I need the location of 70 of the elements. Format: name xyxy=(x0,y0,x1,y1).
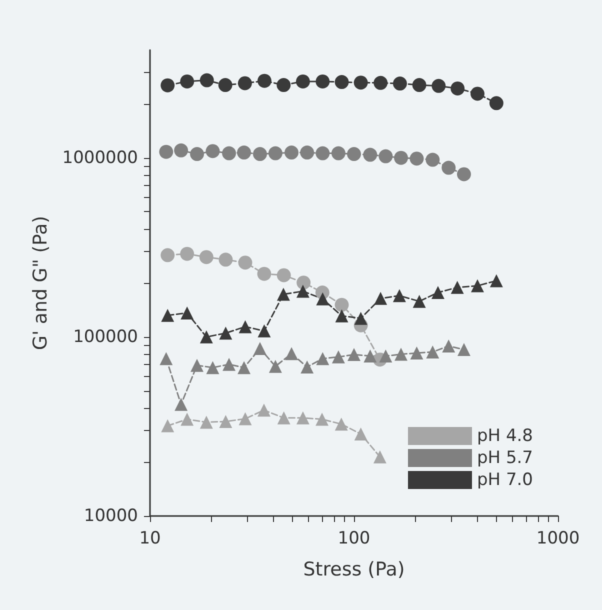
point xyxy=(219,326,232,340)
point xyxy=(431,286,444,299)
point xyxy=(470,86,484,101)
point xyxy=(296,284,310,298)
point xyxy=(334,75,349,90)
point xyxy=(161,419,174,432)
point xyxy=(161,308,174,322)
y-tick-label: 100000 xyxy=(73,326,138,347)
point xyxy=(200,330,213,344)
point xyxy=(200,73,214,88)
point xyxy=(374,292,388,305)
point xyxy=(160,248,175,262)
point xyxy=(432,78,446,93)
point xyxy=(490,274,503,288)
point xyxy=(257,266,272,281)
point xyxy=(373,450,386,464)
point xyxy=(180,412,194,426)
point xyxy=(238,320,252,334)
point xyxy=(258,324,271,338)
point xyxy=(238,76,252,90)
point xyxy=(374,76,388,90)
legend-label: pH 4.8 xyxy=(476,426,533,446)
y-axis-title: G' and G" (Pa) xyxy=(30,216,52,350)
point xyxy=(334,418,348,431)
point xyxy=(180,246,194,261)
point xyxy=(450,81,465,96)
x-tick-label: 100 xyxy=(338,528,370,548)
point xyxy=(276,288,290,301)
point xyxy=(257,404,270,417)
legend-label: pH 5.7 xyxy=(476,448,533,468)
x-axis-title: Stress (Pa) xyxy=(303,558,405,580)
point xyxy=(316,292,330,306)
point xyxy=(412,78,426,92)
legend-label: pH 7.0 xyxy=(476,470,533,490)
point xyxy=(160,352,173,366)
point xyxy=(334,298,349,312)
point xyxy=(257,74,272,88)
point xyxy=(489,96,504,110)
point xyxy=(199,250,214,264)
x-tick-label: 1000 xyxy=(536,528,580,548)
y-tick-label: 10000 xyxy=(84,506,138,526)
point xyxy=(354,312,368,325)
point xyxy=(238,412,252,426)
point xyxy=(159,144,174,159)
point xyxy=(316,74,330,88)
point xyxy=(354,76,368,90)
point xyxy=(392,76,407,90)
point xyxy=(450,280,464,294)
point xyxy=(276,268,291,282)
point xyxy=(200,416,213,429)
point xyxy=(238,256,252,270)
point xyxy=(219,415,232,428)
point xyxy=(218,78,232,92)
point xyxy=(412,294,426,308)
point xyxy=(354,428,368,440)
point xyxy=(296,276,311,290)
point xyxy=(180,74,194,88)
point xyxy=(296,74,310,88)
point xyxy=(276,78,291,92)
point xyxy=(218,252,233,267)
point xyxy=(470,279,484,292)
point xyxy=(296,411,310,424)
point xyxy=(180,306,194,320)
point xyxy=(277,411,290,424)
point xyxy=(392,289,406,302)
point xyxy=(316,412,329,426)
y-tick-label: 1000000 xyxy=(62,148,138,168)
x-tick-label: 10 xyxy=(139,528,161,548)
point xyxy=(160,78,175,92)
point xyxy=(335,309,348,322)
